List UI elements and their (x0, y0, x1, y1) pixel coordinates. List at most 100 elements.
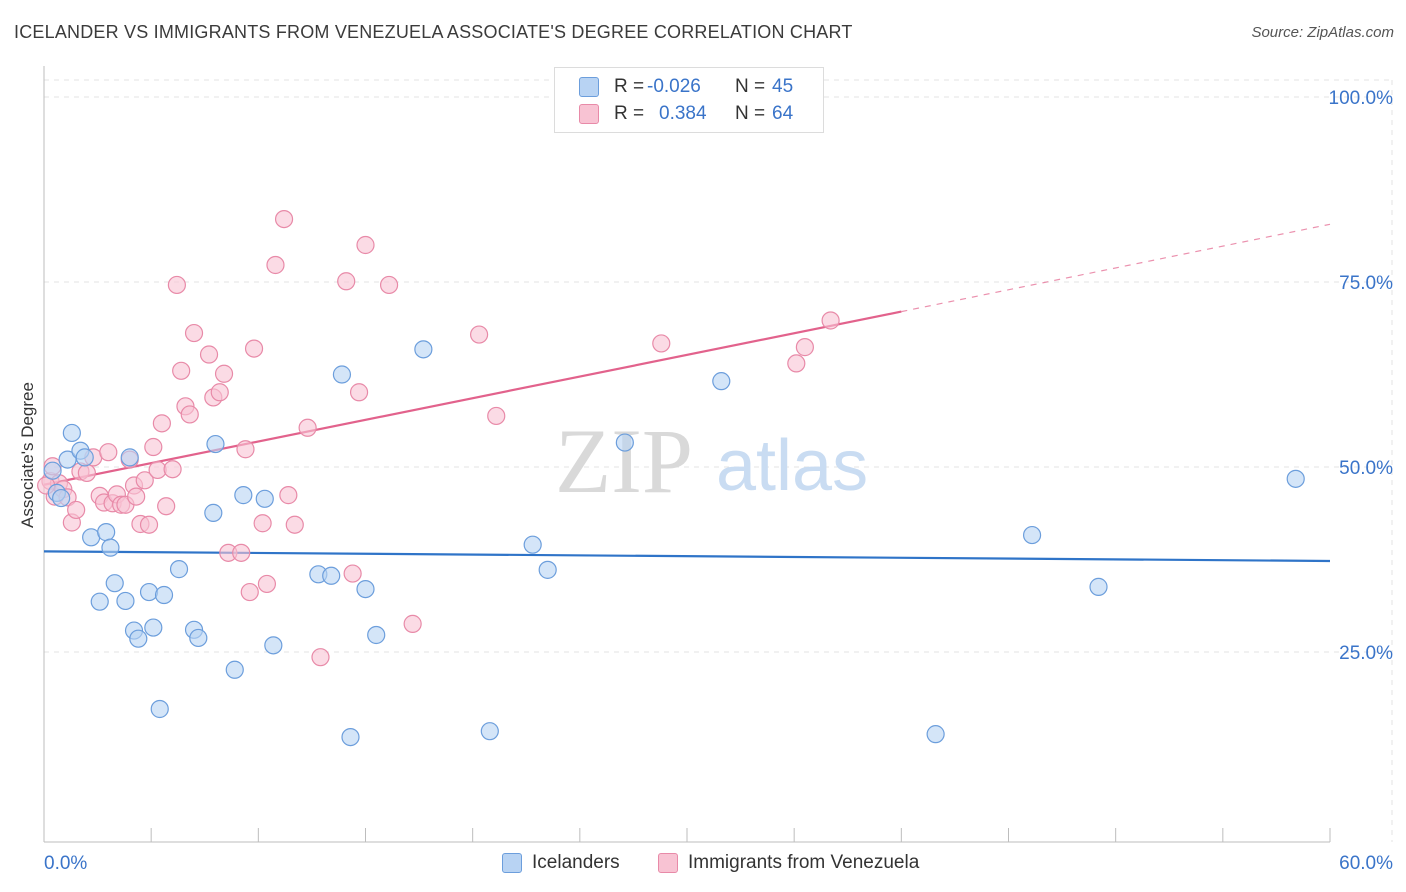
point-venezuela (99, 443, 118, 462)
point-icelanders (97, 523, 116, 542)
point-venezuela (77, 463, 96, 483)
point-icelanders (332, 365, 352, 384)
data-points (37, 210, 1305, 747)
point-icelanders (206, 434, 225, 454)
point-venezuela (343, 564, 362, 583)
point-icelanders (414, 340, 433, 359)
point-icelanders (90, 592, 109, 611)
point-icelanders (154, 585, 174, 605)
point-icelanders (1286, 469, 1305, 488)
series-legend-venezuela: Immigrants from Venezuela (658, 852, 919, 874)
point-venezuela (244, 339, 264, 358)
point-venezuela (144, 437, 163, 457)
point-icelanders (75, 448, 94, 467)
series-label-venezuela: Immigrants from Venezuela (688, 852, 920, 873)
point-venezuela (167, 275, 186, 295)
point-icelanders (120, 448, 139, 467)
grid-lines (44, 79, 1393, 842)
point-icelanders (234, 486, 253, 505)
point-venezuela (127, 487, 146, 506)
legend-r-label: R = (614, 103, 645, 124)
point-icelanders (1022, 525, 1042, 545)
point-venezuela (139, 515, 159, 534)
point-venezuela (279, 486, 298, 505)
point-venezuela (232, 543, 251, 562)
point-icelanders (480, 722, 499, 741)
point-icelanders (255, 489, 274, 508)
point-icelanders (150, 699, 169, 719)
axes (43, 66, 1331, 843)
point-icelanders (523, 535, 542, 554)
watermark-zip: ZIP (555, 410, 693, 512)
point-venezuela (652, 334, 671, 353)
point-venezuela (266, 255, 285, 275)
source-label: Source: ZipAtlas.com (1251, 24, 1394, 41)
x-tick-label: 60.0% (1339, 853, 1393, 874)
point-venezuela (214, 364, 234, 383)
point-venezuela (403, 614, 422, 633)
point-icelanders (225, 660, 244, 679)
point-icelanders (926, 725, 945, 744)
legend-n-label: N = (735, 76, 766, 97)
point-icelanders (615, 433, 634, 452)
point-venezuela (285, 515, 304, 534)
point-venezuela (157, 497, 176, 516)
point-venezuela (487, 406, 506, 426)
series-swatch-pink (658, 853, 678, 873)
point-icelanders (52, 488, 71, 508)
chart-title: ICELANDER VS IMMIGRANTS FROM VENEZUELA A… (14, 22, 853, 42)
point-venezuela (210, 383, 229, 402)
point-icelanders (62, 423, 81, 443)
point-icelanders (129, 629, 148, 648)
point-venezuela (257, 574, 277, 594)
x-tick-label: 0.0% (44, 853, 87, 874)
point-icelanders (101, 538, 120, 557)
point-icelanders (341, 727, 360, 747)
point-icelanders (105, 574, 124, 593)
watermark: ZIP atlas (555, 410, 868, 512)
point-venezuela (67, 500, 86, 520)
point-icelanders (139, 582, 159, 602)
point-venezuela (379, 275, 399, 295)
point-icelanders (116, 591, 135, 611)
point-icelanders (356, 579, 375, 599)
point-venezuela (787, 354, 806, 373)
y-tick-label: 75.0% (1339, 273, 1393, 294)
tick-labels: 25.0% 50.0% 75.0% 100.0% 0.0% 60.0% (44, 88, 1393, 874)
legend-n-value: 45 (772, 76, 794, 97)
point-icelanders (538, 560, 557, 579)
trendline-icelanders (43, 550, 1331, 563)
point-icelanders (322, 566, 341, 585)
y-tick-label: 50.0% (1339, 458, 1393, 479)
point-venezuela (356, 235, 375, 255)
point-venezuela (184, 323, 204, 343)
point-icelanders (367, 625, 386, 645)
legend-r-value: -0.026 (647, 76, 701, 97)
legend-n-label: N = (735, 103, 766, 124)
point-venezuela (180, 405, 199, 424)
point-icelanders (169, 560, 189, 579)
point-icelanders (144, 618, 163, 637)
point-venezuela (349, 383, 369, 402)
point-icelanders (264, 636, 283, 655)
series-label-icelanders: Icelanders (532, 852, 620, 873)
watermark-atlas: atlas (716, 426, 868, 506)
point-venezuela (274, 210, 294, 229)
point-venezuela (337, 272, 356, 291)
point-venezuela (172, 361, 191, 380)
y-tick-label: 100.0% (1329, 88, 1394, 109)
point-venezuela (298, 418, 317, 437)
point-venezuela (469, 325, 489, 344)
point-venezuela (795, 338, 814, 357)
point-venezuela (152, 414, 171, 433)
point-venezuela (135, 471, 154, 490)
point-venezuela (311, 648, 330, 667)
y-tick-label: 25.0% (1339, 643, 1393, 664)
legend-r-label: R = (614, 76, 645, 97)
legend-r-value: 0.384 (659, 103, 707, 124)
legend-row-venezuela (579, 101, 599, 127)
legend-row-icelanders (579, 74, 599, 100)
point-venezuela (163, 460, 182, 479)
trendline-venezuela (43, 310, 902, 486)
